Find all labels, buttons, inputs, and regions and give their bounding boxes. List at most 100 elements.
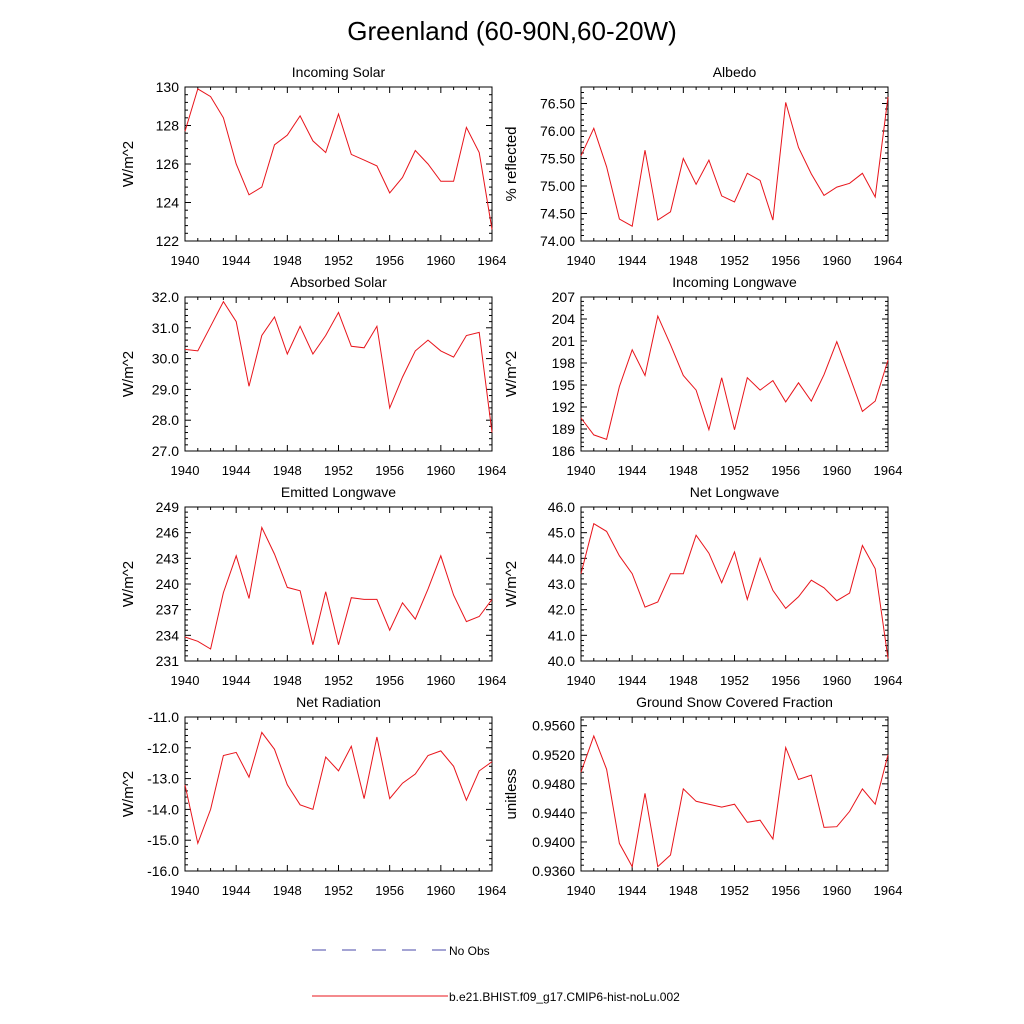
y-tick-label: 76.00 [540, 123, 575, 139]
x-tick-label: 1952 [324, 253, 353, 268]
y-tick-label: 0.9440 [532, 805, 575, 821]
x-tick-label: 1944 [222, 253, 251, 268]
x-tick-label: 1944 [222, 673, 251, 688]
y-axis-label: % reflected [503, 126, 520, 201]
y-tick-label: 122 [156, 233, 180, 249]
x-tick-label: 1960 [822, 673, 851, 688]
x-tick-label: 1948 [669, 673, 698, 688]
x-tick-label: 1956 [375, 673, 404, 688]
panel-net-radiation: 1940 1944 1948 1952 1956 1960 1964 -16.0 -15.0 -1… [120, 694, 506, 898]
x-tick-label: 1940 [567, 463, 596, 478]
x-tick-label: 1940 [567, 883, 596, 898]
x-tick-label: 1944 [618, 673, 647, 688]
plot-frame [184, 296, 493, 452]
y-tick-label: 0.9560 [532, 718, 575, 734]
y-tick-label: 195 [552, 377, 576, 393]
y-tick-label: 207 [552, 289, 576, 305]
panel-incoming-longwave: 1940 1944 1948 1952 1956 1960 1964 186 189 192 195… [503, 274, 902, 478]
series-line [580, 734, 889, 869]
panel-title: Absorbed Solar [290, 274, 387, 290]
panel-title: Incoming Longwave [672, 274, 797, 290]
y-tick-label: 231 [156, 653, 180, 669]
y-tick-label: 192 [552, 399, 576, 415]
x-tick-label: 1964 [874, 253, 903, 268]
x-tick-label: 1944 [618, 463, 647, 478]
panels-group: 1940 1944 1948 1952 1956 1960 1964 122 124 126 128… [120, 64, 902, 898]
figure-title: Greenland (60-90N,60-20W) [347, 16, 677, 46]
panel-title: Net Radiation [296, 694, 381, 710]
x-tick-label: 1948 [273, 673, 302, 688]
x-tick-label: 1948 [669, 253, 698, 268]
x-tick-label: 1944 [222, 463, 251, 478]
series-line [184, 525, 493, 650]
y-tick-label: 74.00 [540, 233, 575, 249]
x-tick-label: 1948 [273, 463, 302, 478]
y-axis-label: W/m^2 [120, 561, 137, 607]
plot-frame [580, 506, 889, 662]
plot-frame [580, 716, 889, 872]
y-axis-label: W/m^2 [503, 561, 520, 607]
y-tick-label: 234 [156, 627, 180, 643]
y-tick-label: 186 [552, 443, 576, 459]
plot-frame [184, 716, 493, 872]
x-tick-label: 1964 [478, 463, 507, 478]
x-tick-label: 1944 [618, 253, 647, 268]
y-tick-label: 44.0 [548, 550, 575, 566]
y-tick-label: 45.0 [548, 525, 575, 541]
x-tick-label: 1956 [771, 253, 800, 268]
y-tick-label: 43.0 [548, 576, 575, 592]
panel-title: Emitted Longwave [281, 484, 396, 500]
y-tick-label: 31.0 [152, 320, 179, 336]
series-line [580, 522, 889, 659]
y-tick-label: 0.9400 [532, 834, 575, 850]
series-line [580, 96, 889, 227]
x-tick-label: 1948 [273, 883, 302, 898]
plot-frame [184, 506, 493, 662]
y-tick-label: 204 [552, 311, 576, 327]
y-tick-label: 32.0 [152, 289, 179, 305]
x-tick-label: 1944 [618, 883, 647, 898]
y-axis-label: W/m^2 [120, 141, 137, 187]
legend-label-model: b.e21.BHIST.f09_g17.CMIP6-hist-noLu.002 [449, 990, 680, 1004]
y-tick-label: 41.0 [548, 627, 575, 643]
y-axis-label: W/m^2 [503, 351, 520, 397]
x-tick-label: 1964 [874, 673, 903, 688]
x-tick-label: 1960 [426, 673, 455, 688]
panel-absorbed-solar: 1940 1944 1948 1952 1956 1960 1964 27.0 28.0 29.0… [120, 274, 506, 478]
y-tick-label: 198 [552, 355, 576, 371]
y-tick-label: -14.0 [147, 801, 179, 817]
x-tick-label: 1952 [720, 463, 749, 478]
y-tick-label: 40.0 [548, 653, 575, 669]
legend-label-no-obs: No Obs [449, 944, 490, 958]
panel-title: Net Longwave [690, 484, 780, 500]
x-tick-label: 1960 [822, 463, 851, 478]
y-tick-label: 27.0 [152, 443, 179, 459]
y-tick-label: 201 [552, 333, 576, 349]
y-tick-label: 46.0 [548, 499, 575, 515]
y-axis-label: unitless [503, 769, 520, 820]
panel-incoming-solar: 1940 1944 1948 1952 1956 1960 1964 122 124 126 128… [120, 64, 506, 268]
x-tick-label: 1956 [375, 463, 404, 478]
x-tick-label: 1960 [426, 883, 455, 898]
x-tick-label: 1956 [771, 463, 800, 478]
panel-net-longwave: 1940 1944 1948 1952 1956 1960 1964 40.0 41.0 42.0… [503, 484, 902, 688]
y-tick-label: 29.0 [152, 381, 179, 397]
y-tick-label: 240 [156, 576, 180, 592]
x-tick-label: 1956 [375, 253, 404, 268]
y-axis-label: W/m^2 [120, 351, 137, 397]
y-tick-label: -16.0 [147, 863, 179, 879]
x-tick-label: 1960 [426, 253, 455, 268]
y-tick-label: -15.0 [147, 832, 179, 848]
x-tick-label: 1952 [720, 673, 749, 688]
panel-emitted-longwave: 1940 1944 1948 1952 1956 1960 1964 231 234 237 240… [120, 484, 506, 688]
y-tick-label: 28.0 [152, 412, 179, 428]
series-line [580, 314, 889, 440]
y-tick-label: 189 [552, 421, 576, 437]
x-tick-label: 1952 [720, 883, 749, 898]
y-tick-label: 0.9520 [532, 747, 575, 763]
plot-frame [184, 86, 493, 242]
x-tick-label: 1940 [171, 463, 200, 478]
panel-title: Ground Snow Covered Fraction [636, 694, 833, 710]
legend: No Obs b.e21.BHIST.f09_g17.CMIP6-hist-no… [312, 944, 680, 1004]
